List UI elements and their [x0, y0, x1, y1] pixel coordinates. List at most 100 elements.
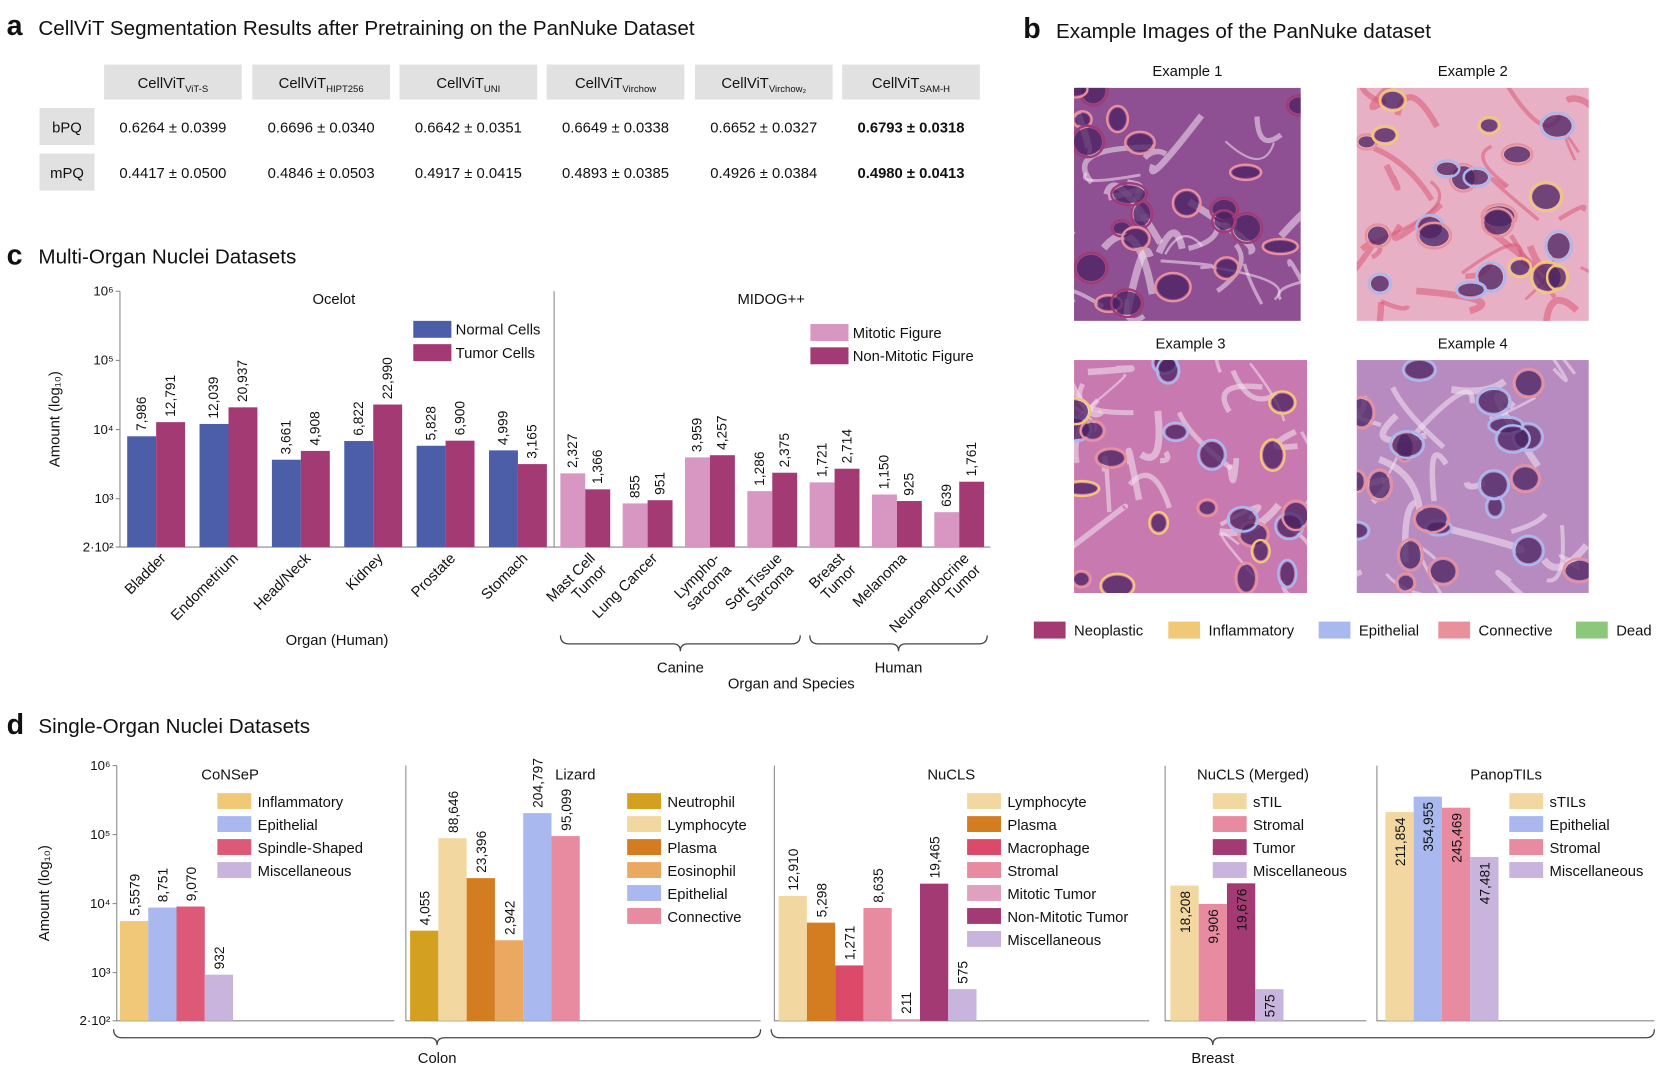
nucleus-outline — [1259, 438, 1286, 472]
value-label: 932 — [212, 946, 227, 969]
group-label: Breast — [1191, 1051, 1234, 1067]
nucleus-outline — [1234, 561, 1259, 594]
y-tick-label: 10⁴ — [90, 896, 111, 911]
legend-label: Macrophage — [1007, 841, 1089, 857]
table-cell: 0.6649 ± 0.0338 — [562, 120, 669, 136]
bar — [1470, 856, 1499, 1021]
nucleus-outline — [1401, 360, 1437, 382]
value-label: 211 — [899, 992, 914, 1014]
nucleus — [1488, 497, 1502, 516]
nucleus-outline — [1512, 367, 1545, 399]
panel-letter: b — [1023, 13, 1040, 45]
nucleus-outline — [1148, 510, 1170, 535]
column-header: CellViTSAM-H — [872, 76, 950, 95]
nucleus-outline — [1074, 479, 1101, 498]
legend-swatch — [217, 793, 252, 810]
legend-swatch — [413, 344, 452, 362]
legend-label: Stromal — [1550, 841, 1601, 857]
nucleus — [1214, 212, 1234, 230]
legend-swatch — [627, 885, 662, 901]
legend-swatch — [1212, 839, 1247, 855]
bar — [199, 423, 229, 548]
bar — [176, 906, 205, 1021]
value-label: 95,099 — [559, 789, 574, 831]
nucleus-outline — [1110, 288, 1145, 319]
legend-swatch — [217, 816, 252, 833]
nucleus-outline — [1427, 556, 1459, 586]
nucleus — [1113, 185, 1146, 204]
x-axis-label: Organ and Species — [728, 676, 855, 692]
tissue-fiber — [1160, 450, 1171, 464]
column-header: CellViTViT-S — [138, 76, 209, 95]
y-tick-label: 10⁶ — [90, 758, 110, 773]
bar — [863, 907, 892, 1021]
x-tick-label: Endometrium — [168, 551, 242, 625]
tissue-fiber — [1278, 210, 1301, 239]
tissue-fiber — [1254, 116, 1283, 144]
nucleus — [1165, 424, 1186, 439]
nucleus-outline — [1480, 207, 1515, 238]
value-label: 1,366 — [590, 449, 605, 484]
tissue-fiber — [1372, 145, 1435, 202]
header-cell — [104, 64, 242, 100]
value-label: 4,055 — [418, 891, 433, 926]
legend-label: Neoplastic — [1074, 623, 1144, 639]
tissue-fiber — [1390, 386, 1446, 450]
bar — [127, 436, 157, 548]
nucleus-outline — [1371, 124, 1399, 146]
nucleus-outline — [1074, 569, 1092, 589]
nucleus-outline — [1364, 223, 1392, 249]
value-label: 575 — [1263, 994, 1278, 1017]
y-tick-label: 2·10² — [83, 539, 114, 554]
nucleus — [1284, 502, 1308, 529]
nucleus-outline — [1494, 424, 1531, 454]
bar — [919, 883, 949, 1021]
value-label: 3,661 — [279, 420, 294, 454]
column-header: CellViTUNI — [436, 76, 500, 95]
value-label: 18,208 — [1178, 891, 1193, 933]
nucleus — [1109, 108, 1126, 131]
value-label: 2,375 — [777, 433, 792, 468]
nucleus-outline — [1475, 386, 1512, 417]
table-cell: 0.4846 ± 0.0503 — [268, 166, 375, 182]
nucleus — [1097, 450, 1124, 466]
bar — [647, 500, 673, 548]
nucleus — [1484, 210, 1512, 235]
bar — [517, 464, 547, 548]
nucleus — [1356, 472, 1364, 491]
nucleus-outline — [1389, 430, 1426, 460]
table-cell: 0.4417 ± 0.0500 — [119, 166, 226, 182]
value-label: 9,070 — [184, 866, 199, 901]
tissue-fiber — [1356, 569, 1363, 578]
legend-swatch — [627, 862, 662, 878]
nucleus — [1381, 91, 1404, 109]
table-cell: 0.6793 ± 0.0318 — [857, 120, 964, 136]
tissue-fiber — [1087, 365, 1135, 376]
nucleus-outline — [1477, 115, 1501, 136]
table-cell: 0.4926 ± 0.0384 — [710, 166, 817, 182]
nucleus — [1465, 169, 1488, 185]
y-tick-label: 10⁴ — [93, 422, 114, 437]
bar — [1255, 989, 1284, 1021]
value-label: 951 — [652, 472, 667, 495]
legend-label: Epithelial — [667, 887, 727, 903]
nucleus — [1480, 119, 1498, 132]
legend-label: Dead — [1616, 623, 1651, 639]
value-label: 4,257 — [715, 415, 730, 449]
value-label: 211,854 — [1393, 817, 1408, 866]
value-label: 245,469 — [1449, 813, 1464, 863]
nucleus-outline — [1356, 520, 1371, 541]
legend-label: Connective — [1479, 623, 1553, 639]
tissue-fiber — [1376, 302, 1385, 321]
nucleus — [1512, 467, 1538, 490]
value-label: 3,165 — [525, 424, 540, 459]
nucleus-outline — [1462, 166, 1492, 188]
nucleus-outline — [1197, 438, 1227, 471]
tissue-fiber — [1481, 144, 1510, 188]
bar — [834, 468, 860, 548]
row-header: mPQ — [50, 166, 84, 182]
tissue-fiber — [1490, 177, 1540, 222]
header-name: CellViT — [138, 76, 185, 92]
table-cell: 0.6696 ± 0.0340 — [268, 120, 375, 136]
example-title: Example 4 — [1438, 336, 1508, 352]
